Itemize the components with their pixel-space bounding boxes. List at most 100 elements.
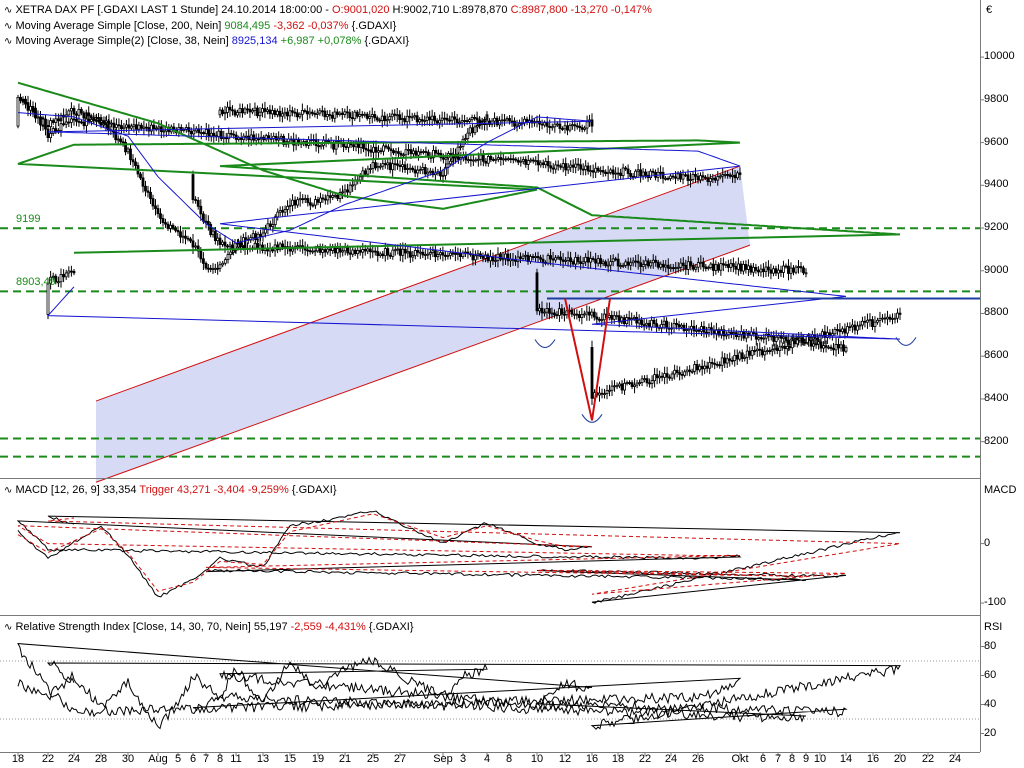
candle-body — [653, 374, 657, 381]
candle-body — [418, 251, 422, 254]
candle-body — [351, 249, 355, 255]
x-tick-label: 19 — [311, 753, 325, 765]
candle-body — [589, 170, 593, 173]
candle-body — [391, 249, 395, 257]
candle-body — [570, 124, 574, 127]
candle-body — [767, 266, 770, 271]
candle-body — [621, 167, 625, 176]
candle-body — [399, 152, 403, 156]
candle-body — [501, 158, 505, 161]
candle-body — [428, 252, 432, 255]
candle-body — [782, 336, 786, 339]
candle-body — [559, 165, 563, 168]
candle-body — [569, 164, 573, 168]
candle-body — [264, 135, 268, 141]
candle-body — [217, 130, 221, 137]
candle-body — [395, 114, 399, 117]
candle-body — [49, 133, 52, 139]
candle-body — [625, 382, 629, 384]
candle-body — [694, 174, 697, 177]
candle-body — [575, 125, 579, 128]
candle-body — [471, 127, 475, 134]
candle-body — [747, 265, 750, 270]
wave-icon: ∿ — [4, 36, 13, 47]
candle-body — [334, 141, 338, 150]
candle-body — [686, 174, 690, 181]
price-y-tick-label: 8400 — [984, 391, 1009, 404]
candle-body — [278, 210, 282, 213]
candle-body — [421, 251, 425, 256]
candle-body — [72, 118, 76, 121]
candle-body — [216, 237, 220, 241]
channel-lower-line — [95, 244, 751, 483]
candle-body — [273, 216, 277, 225]
candle-body — [876, 319, 879, 323]
candle-body — [516, 159, 520, 163]
candle-body — [778, 346, 782, 351]
candle-body — [711, 177, 715, 180]
candle-body — [456, 253, 460, 255]
candle-body — [500, 119, 504, 122]
candle-body — [561, 163, 565, 168]
candle-body — [344, 146, 348, 149]
candle-body — [191, 240, 195, 248]
candle-body — [384, 145, 388, 148]
candle-body — [330, 114, 334, 119]
candle-body — [466, 132, 470, 139]
candle-body — [443, 117, 447, 120]
candle-body — [685, 329, 688, 331]
candle-body — [291, 248, 295, 252]
candle-body — [574, 163, 578, 168]
candle-body — [404, 149, 408, 156]
candle-body — [837, 344, 840, 349]
candle-body — [391, 163, 395, 171]
candle-body — [545, 122, 549, 127]
candle-body — [704, 266, 708, 269]
candle-body — [758, 348, 762, 351]
candle-body — [411, 167, 415, 171]
candle-body — [678, 372, 682, 375]
candle-body — [226, 254, 230, 261]
candle-body — [805, 335, 809, 343]
candle-body — [448, 252, 452, 256]
candle-body — [607, 315, 611, 319]
candle-body — [328, 248, 332, 251]
candle-body — [524, 254, 527, 257]
candle-body — [129, 148, 132, 161]
candle-body — [161, 218, 165, 223]
candle-body — [41, 117, 45, 120]
candle-body — [376, 166, 380, 169]
x-tick-label: 12 — [558, 753, 572, 765]
candle-body — [754, 266, 758, 271]
candle-body — [539, 257, 542, 260]
candle-body — [706, 267, 710, 269]
candle-body — [656, 261, 660, 268]
candle-body — [644, 171, 647, 176]
candle-body — [581, 168, 585, 171]
candle-body — [790, 340, 794, 349]
candle-body — [368, 116, 372, 119]
candle-body — [328, 195, 332, 198]
candle-body — [716, 264, 720, 271]
candle-body — [665, 373, 669, 378]
candle-body — [204, 262, 208, 269]
candle-body — [398, 248, 402, 256]
candle-body — [67, 121, 71, 124]
candle-body — [861, 320, 864, 326]
candle-body — [358, 250, 362, 253]
candle-body — [510, 120, 514, 123]
candle-body — [423, 254, 427, 256]
candle-body — [700, 365, 704, 370]
candle-body — [590, 119, 594, 127]
candle-body — [313, 113, 317, 115]
candle-body — [574, 256, 578, 265]
candle-body — [753, 350, 757, 352]
candle-body — [546, 161, 550, 167]
candle-body — [259, 233, 262, 237]
candle-body — [308, 111, 312, 115]
candle-body — [606, 264, 610, 267]
candle-body — [770, 349, 774, 352]
candle-body — [352, 144, 355, 148]
candle-body — [591, 258, 595, 260]
candle-body — [59, 123, 63, 131]
